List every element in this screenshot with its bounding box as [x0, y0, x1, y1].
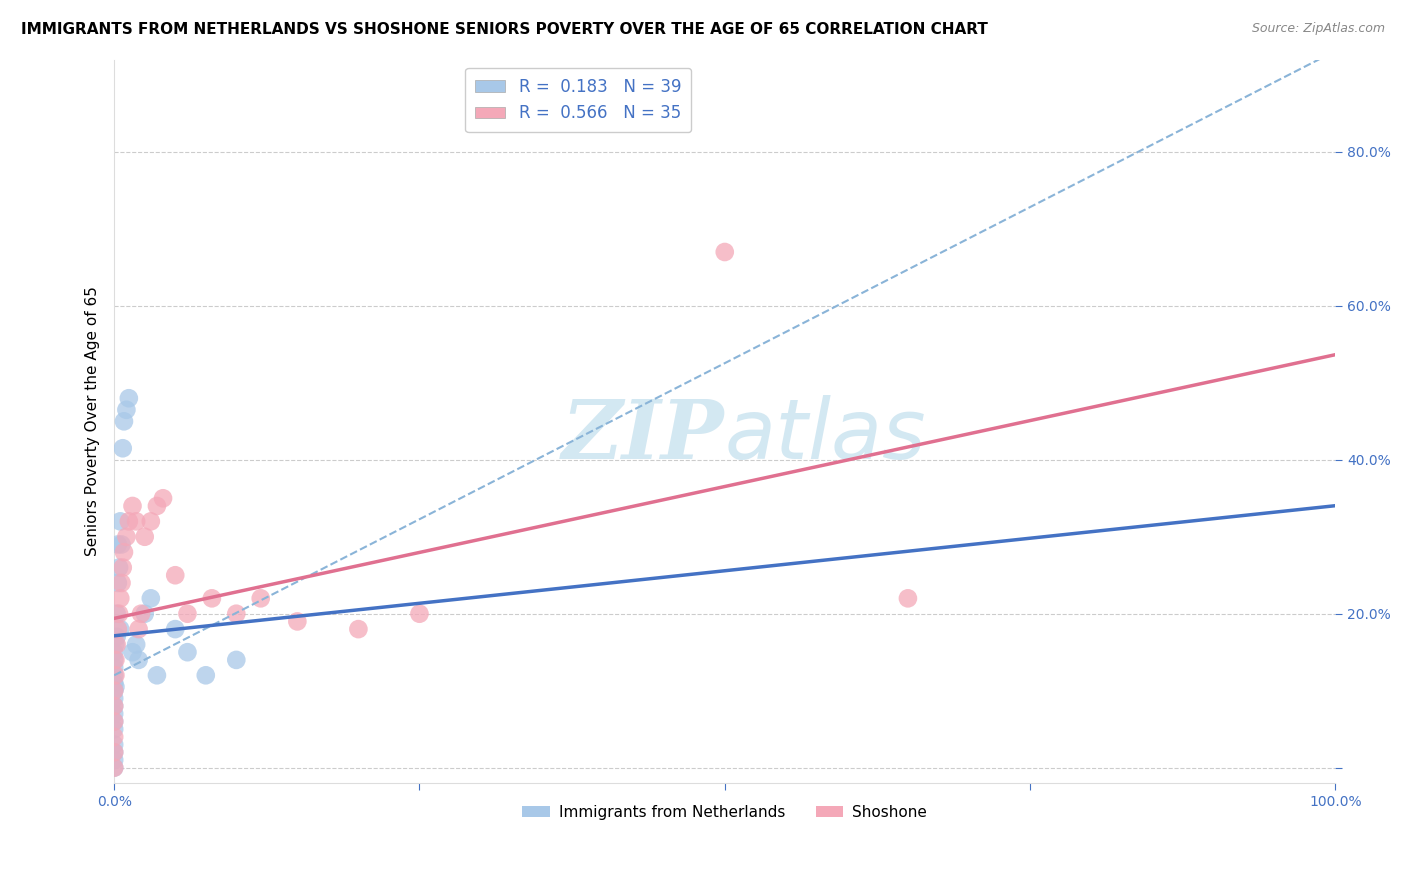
Point — [249, 591, 271, 606]
Point — [103, 699, 125, 714]
Point — [103, 683, 125, 698]
Point — [125, 638, 148, 652]
Point — [107, 537, 129, 551]
Point — [103, 745, 125, 759]
Point — [105, 607, 128, 621]
Point — [103, 660, 125, 674]
Point — [103, 645, 125, 659]
Text: Source: ZipAtlas.com: Source: ZipAtlas.com — [1251, 22, 1385, 36]
Point — [103, 730, 125, 744]
Point — [104, 653, 127, 667]
Point — [713, 245, 735, 260]
Point — [110, 622, 132, 636]
Point — [107, 622, 129, 636]
Point — [125, 514, 148, 528]
Point — [194, 668, 217, 682]
Point — [408, 607, 430, 621]
Point — [111, 560, 134, 574]
Point — [103, 761, 125, 775]
Point — [103, 676, 125, 690]
Point — [129, 607, 152, 621]
Point — [128, 653, 150, 667]
Point — [103, 738, 125, 752]
Point — [225, 607, 247, 621]
Point — [115, 530, 138, 544]
Point — [103, 753, 125, 767]
Point — [107, 576, 129, 591]
Point — [152, 491, 174, 506]
Point — [176, 645, 198, 659]
Point — [111, 442, 134, 456]
Point — [103, 699, 125, 714]
Point — [103, 722, 125, 736]
Point — [146, 499, 169, 513]
Point — [105, 630, 128, 644]
Point — [112, 545, 135, 559]
Point — [118, 391, 141, 405]
Point — [105, 638, 128, 652]
Y-axis label: Seniors Poverty Over the Age of 65: Seniors Poverty Over the Age of 65 — [86, 286, 100, 557]
Point — [139, 514, 162, 528]
Point — [225, 653, 247, 667]
Point — [103, 714, 125, 729]
Point — [121, 645, 143, 659]
Legend: Immigrants from Netherlands, Shoshone: Immigrants from Netherlands, Shoshone — [516, 799, 934, 826]
Point — [201, 591, 224, 606]
Point — [104, 668, 127, 682]
Text: IMMIGRANTS FROM NETHERLANDS VS SHOSHONE SENIORS POVERTY OVER THE AGE OF 65 CORRE: IMMIGRANTS FROM NETHERLANDS VS SHOSHONE … — [21, 22, 988, 37]
Point — [176, 607, 198, 621]
Point — [110, 591, 132, 606]
Point — [110, 576, 132, 591]
Point — [165, 622, 187, 636]
Point — [103, 653, 125, 667]
Point — [112, 414, 135, 428]
Text: atlas: atlas — [724, 395, 927, 476]
Text: ZIP: ZIP — [562, 396, 724, 475]
Point — [285, 615, 308, 629]
Point — [103, 706, 125, 721]
Point — [104, 638, 127, 652]
Point — [103, 691, 125, 706]
Point — [165, 568, 187, 582]
Point — [897, 591, 920, 606]
Point — [108, 607, 131, 621]
Point — [139, 591, 162, 606]
Point — [115, 402, 138, 417]
Point — [103, 714, 125, 729]
Point — [146, 668, 169, 682]
Point — [108, 560, 131, 574]
Point — [104, 680, 127, 694]
Point — [121, 499, 143, 513]
Point — [110, 537, 132, 551]
Point — [134, 530, 156, 544]
Point — [134, 607, 156, 621]
Point — [110, 514, 132, 528]
Point — [103, 761, 125, 775]
Point — [118, 514, 141, 528]
Point — [103, 683, 125, 698]
Point — [128, 622, 150, 636]
Point — [347, 622, 370, 636]
Point — [103, 745, 125, 759]
Point — [103, 668, 125, 682]
